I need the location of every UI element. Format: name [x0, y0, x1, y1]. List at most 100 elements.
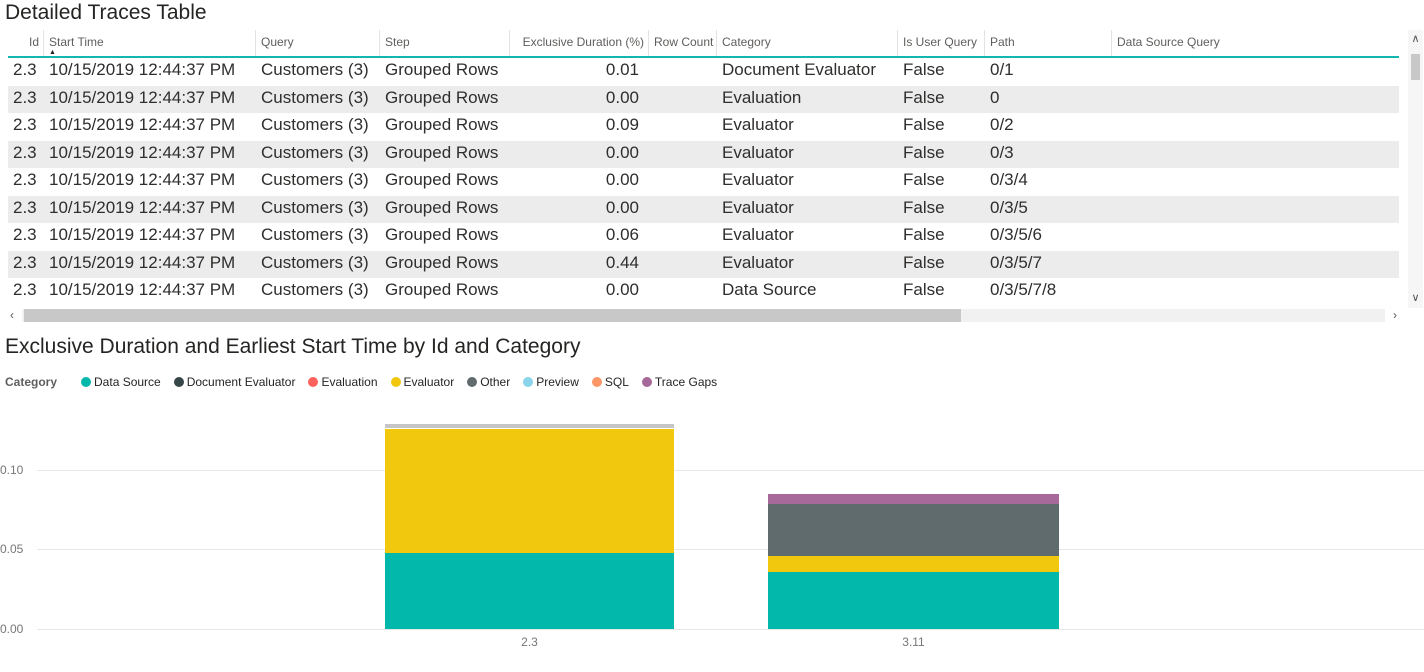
table-cell[interactable]: [1112, 141, 1399, 169]
table-cell[interactable]: Customers (3): [261, 87, 369, 107]
table-cell[interactable]: 0: [990, 87, 1000, 107]
table-cell[interactable]: [1112, 86, 1399, 114]
table-cell[interactable]: 0/3: [990, 142, 1014, 162]
vscroll-thumb[interactable]: [1411, 54, 1420, 80]
legend-item-document-evaluator[interactable]: Document Evaluator: [173, 375, 295, 389]
table-cell[interactable]: False: [903, 225, 945, 244]
table-cell[interactable]: [649, 223, 717, 251]
legend-item-evaluation[interactable]: Evaluation: [308, 375, 378, 389]
table-cell[interactable]: [649, 196, 717, 224]
table-cell[interactable]: 0.00: [605, 197, 639, 217]
table-cell[interactable]: 10/15/2019 12:44:37 PM: [49, 170, 236, 189]
table-cell[interactable]: 0/3/5/7: [990, 252, 1042, 272]
bar-segment-other[interactable]: [385, 424, 674, 429]
table-cell[interactable]: [1112, 58, 1399, 86]
table-cell[interactable]: Grouped Rows: [385, 170, 499, 189]
table-cell[interactable]: Document Evaluator: [722, 60, 877, 79]
table-cell[interactable]: 10/15/2019 12:44:37 PM: [49, 225, 236, 244]
bar-segment-evaluator[interactable]: [768, 556, 1059, 572]
table-cell[interactable]: 0.00: [605, 87, 639, 107]
table-cell[interactable]: [649, 168, 717, 196]
scroll-left-icon[interactable]: ‹: [10, 308, 14, 322]
table-cell[interactable]: Customers (3): [261, 142, 369, 162]
table-cell[interactable]: [1112, 223, 1399, 251]
column-header-start-time[interactable]: Start Time ▲: [44, 30, 256, 56]
column-header-id[interactable]: Id: [8, 30, 44, 56]
table-cell[interactable]: Grouped Rows: [385, 60, 499, 79]
column-header-is-user-query[interactable]: Is User Query: [898, 30, 985, 56]
table-row[interactable]: 2.3 10/15/2019 12:44:37 PM Customers (3) Gr…: [8, 195, 1399, 224]
table-cell[interactable]: [1112, 113, 1399, 141]
scroll-down-icon[interactable]: ∨: [1411, 292, 1420, 304]
table-row[interactable]: 2.3 10/15/2019 12:44:37 PM Customers (3) Gr…: [8, 113, 1399, 141]
hscroll-thumb[interactable]: [24, 309, 961, 322]
table-cell[interactable]: Customers (3): [261, 115, 369, 134]
table-cell[interactable]: 0/2: [990, 115, 1014, 134]
column-header-data-source-query[interactable]: Data Source Query: [1117, 35, 1220, 49]
table-cell[interactable]: 0/3/5: [990, 197, 1028, 217]
table-cell[interactable]: 0/3/5/7/8: [990, 280, 1057, 299]
legend-item-other[interactable]: Other: [467, 375, 510, 389]
table-cell[interactable]: Grouped Rows: [385, 142, 499, 162]
table-cell[interactable]: Data Source: [722, 280, 817, 299]
table-cell[interactable]: Customers (3): [261, 170, 369, 189]
table-cell[interactable]: [649, 278, 717, 306]
table-cell[interactable]: [1112, 251, 1399, 279]
table-cell[interactable]: Grouped Rows: [385, 87, 499, 107]
table-cell[interactable]: Evaluator: [722, 252, 794, 272]
column-header-query[interactable]: Query: [256, 30, 380, 56]
table-cell[interactable]: Grouped Rows: [385, 115, 499, 134]
bar-segment-other[interactable]: [768, 504, 1059, 556]
table-vertical-scrollbar[interactable]: ∧ ∨: [1408, 30, 1423, 308]
table-cell[interactable]: Customers (3): [261, 252, 369, 272]
table-cell[interactable]: [649, 251, 717, 279]
table-cell[interactable]: 0/3/4: [990, 170, 1028, 189]
table-cell[interactable]: False: [903, 60, 945, 79]
table-horizontal-scrollbar[interactable]: ‹ ›: [0, 309, 1407, 323]
table-cell[interactable]: Evaluation: [722, 87, 802, 107]
table-cell[interactable]: [1112, 196, 1399, 224]
table-cell[interactable]: False: [903, 170, 945, 189]
table-cell[interactable]: [1112, 278, 1399, 306]
column-header-row-count[interactable]: Row Count: [649, 30, 717, 56]
table-cell[interactable]: [649, 86, 717, 114]
table-cell[interactable]: 0/3/5/6: [990, 225, 1042, 244]
table-cell[interactable]: 10/15/2019 12:44:37 PM: [49, 142, 236, 162]
table-cell[interactable]: 0.00: [605, 170, 639, 189]
table-cell[interactable]: False: [903, 142, 945, 162]
table-cell[interactable]: 2.3: [13, 280, 37, 299]
table-cell[interactable]: False: [903, 115, 945, 134]
scroll-right-icon[interactable]: ›: [1393, 308, 1397, 322]
table-cell[interactable]: 0.44: [605, 252, 639, 272]
table-cell[interactable]: 2.3: [13, 142, 37, 162]
table-cell[interactable]: 10/15/2019 12:44:37 PM: [49, 60, 236, 79]
column-header-exclusive-duration-[interactable]: Exclusive Duration (%): [510, 30, 649, 56]
table-cell[interactable]: 0.00: [605, 280, 639, 299]
table-cell[interactable]: False: [903, 197, 945, 217]
table-cell[interactable]: False: [903, 252, 945, 272]
table-cell[interactable]: 10/15/2019 12:44:37 PM: [49, 280, 236, 299]
legend-item-preview[interactable]: Preview: [523, 375, 579, 389]
table-cell[interactable]: 0.09: [605, 115, 639, 134]
table-cell[interactable]: Customers (3): [261, 280, 369, 299]
table-row[interactable]: 2.3 10/15/2019 12:44:37 PM Customers (3) Gr…: [8, 140, 1399, 169]
bar-segment-evaluator[interactable]: [385, 429, 674, 553]
table-cell[interactable]: Grouped Rows: [385, 197, 499, 217]
table-cell[interactable]: 10/15/2019 12:44:37 PM: [49, 197, 236, 217]
table-cell[interactable]: Evaluator: [722, 170, 794, 189]
bar-segment-data-source[interactable]: [768, 572, 1059, 629]
table-cell[interactable]: False: [903, 87, 945, 107]
table-cell[interactable]: Grouped Rows: [385, 280, 499, 299]
table-row[interactable]: 2.3 10/15/2019 12:44:37 PM Customers (3) Gr…: [8, 250, 1399, 279]
legend-item-sql[interactable]: SQL: [591, 375, 629, 389]
table-cell[interactable]: 10/15/2019 12:44:37 PM: [49, 115, 236, 134]
table-cell[interactable]: Grouped Rows: [385, 225, 499, 244]
table-cell[interactable]: 10/15/2019 12:44:37 PM: [49, 252, 236, 272]
table-cell[interactable]: 2.3: [13, 170, 37, 189]
table-cell[interactable]: 2.3: [13, 225, 37, 244]
table-cell[interactable]: False: [903, 280, 945, 299]
table-cell[interactable]: Customers (3): [261, 60, 369, 79]
table-cell[interactable]: Evaluator: [722, 197, 794, 217]
table-cell[interactable]: 0.01: [605, 60, 639, 79]
table-cell[interactable]: Grouped Rows: [385, 252, 499, 272]
